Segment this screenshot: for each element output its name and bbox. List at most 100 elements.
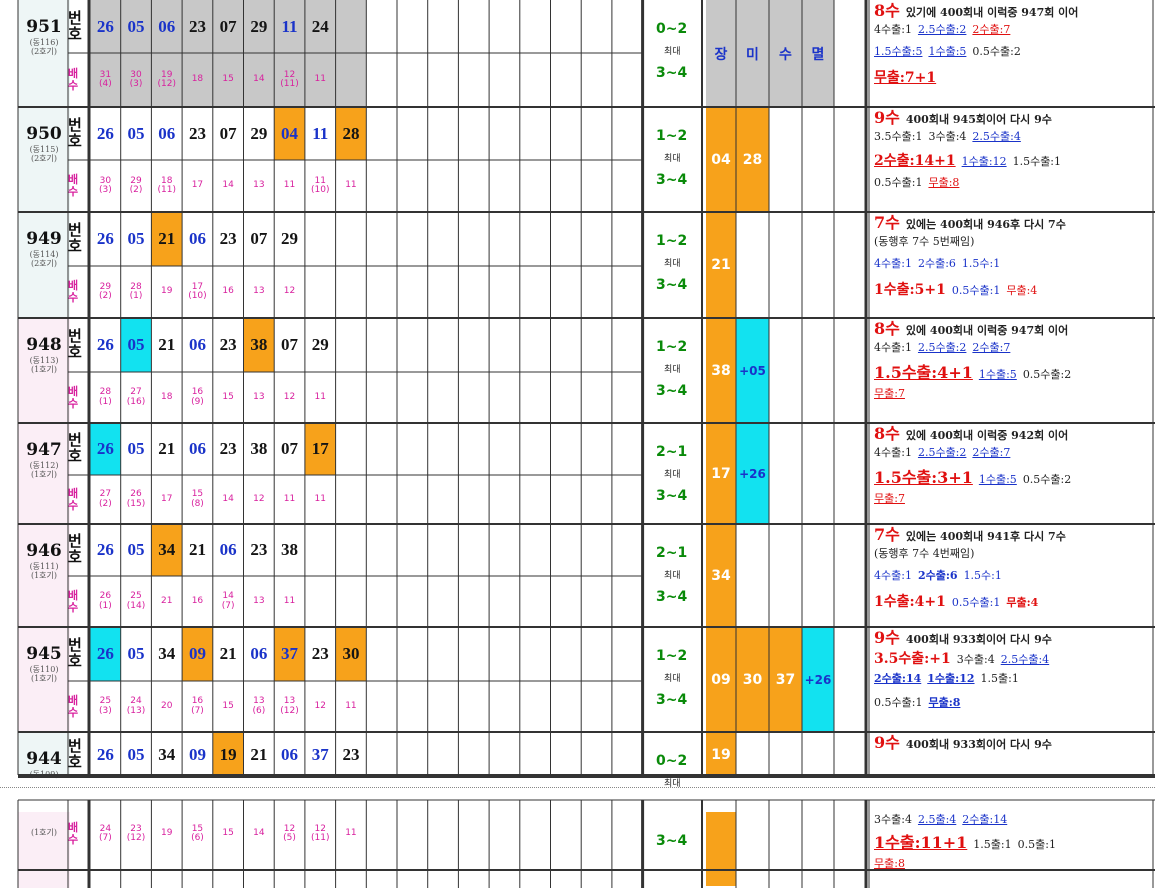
- multiplier-cell: 20: [161, 700, 173, 711]
- row-id-sub2: (2호기): [30, 46, 58, 56]
- note-line: 7수 있에는 400회내 941후 다시 7수: [874, 525, 1072, 544]
- note-segment: 무출:7: [874, 387, 905, 400]
- row-id-sub2: (2호기): [30, 258, 58, 268]
- note-line: 3수출:4 2.5출:4 2수출:14: [874, 813, 1013, 827]
- multiplier-cell: 25 (14): [126, 591, 146, 611]
- row-id: 951 (동116) (2호기): [18, 17, 70, 56]
- note-segment: (동행후 7수 4번째임): [874, 547, 975, 560]
- row-label-bottom: 배수: [68, 693, 79, 719]
- number-cell: 05: [120, 318, 152, 372]
- row-id-bg: [18, 212, 70, 318]
- note-segment: 1.5출:1: [973, 838, 1012, 851]
- multiplier-cell: 15: [222, 828, 234, 839]
- row-label-top: 번호: [68, 431, 82, 465]
- multiplier-cell: 17: [191, 180, 204, 191]
- multiplier-cell: 19: [161, 286, 173, 297]
- number-cell: 05: [127, 644, 145, 663]
- note-segment: 4수출:1: [874, 257, 912, 270]
- row-id: 947 (동112) (1호기): [18, 440, 70, 479]
- note-segment: 1.5출:1: [980, 672, 1019, 685]
- number-cell: 26: [96, 744, 114, 764]
- number-cell: 38: [250, 439, 268, 458]
- row-id-bg: [18, 732, 70, 777]
- note-segment: 1수출:5: [928, 45, 967, 58]
- hot-number-cell: 09: [706, 627, 736, 732]
- row-id-number: 951: [26, 17, 62, 37]
- note-segment: (동행후 7수 5번째임): [874, 235, 975, 248]
- number-cell: 19: [212, 732, 244, 777]
- multiplier-cell: 11: [283, 493, 296, 504]
- multiplier-cell: 16 (9): [191, 387, 204, 407]
- multiplier-cell: 31 (4): [98, 69, 112, 89]
- multiplier-cell: 16: [222, 286, 234, 297]
- note-line: 4수출:1 2수출:6 1.5수:1: [874, 257, 1006, 271]
- multiplier-cell: 15: [222, 700, 234, 711]
- max-label: 최대: [664, 47, 681, 57]
- multiplier-cell: 28 (1): [98, 387, 112, 407]
- row-label-top: 번호: [68, 8, 82, 43]
- number-cell: 23: [250, 540, 268, 559]
- multiplier-cell: 11: [283, 180, 296, 191]
- note-segment: 400회내 933회이어 다시 9수: [905, 738, 1052, 751]
- multiplier-cell: 19 (12): [157, 69, 176, 89]
- row-id: (1호기): [18, 828, 70, 837]
- hot-number-cell: 38: [706, 318, 736, 423]
- multiplier-cell: 11 (10): [310, 175, 330, 195]
- note-segment: 1.5수출:4+1: [874, 363, 973, 382]
- max-label: 최대: [664, 154, 681, 164]
- row-id: 949 (동114) (2호기): [18, 229, 70, 268]
- row-id-number: 944: [26, 749, 62, 769]
- note-segment: 2수출:7: [972, 446, 1011, 459]
- number-cell: 26: [90, 423, 121, 475]
- note-segment: 400회내 933회이어 다시 9수: [905, 633, 1052, 646]
- multiplier-cell: 12 (11): [310, 823, 330, 843]
- row-id: 944 (동109): [18, 749, 70, 779]
- hot-number-cell: +26: [736, 423, 769, 524]
- note-segment: 400회내 945회이어 다시 9수: [905, 113, 1052, 126]
- multiplier-cell: 14: [222, 493, 234, 504]
- number-cell: 05: [127, 439, 145, 458]
- row-id-sub2: (2호기): [30, 153, 58, 163]
- row-id-bg: [18, 524, 70, 627]
- multiplier-cell: 12: [314, 700, 326, 711]
- multiplier-cell: 29 (2): [98, 281, 112, 301]
- number-cell: 06: [188, 229, 206, 248]
- number-cell: 17: [304, 423, 336, 475]
- range-top: 0~2: [656, 753, 688, 769]
- row-id-sub1: (동114): [29, 249, 59, 259]
- row-id-number: 948: [26, 335, 62, 355]
- row-id: 950 (동115) (2호기): [18, 124, 70, 163]
- row-label-bottom: 배수: [68, 821, 79, 846]
- note-segment: 무출:8: [928, 696, 961, 709]
- multiplier-cell: 21: [161, 595, 173, 606]
- number-cell: 06: [158, 16, 176, 36]
- multiplier-cell: 11: [345, 700, 357, 711]
- note-line: 1.5수출:5 1수출:5 0.5수출:2: [874, 45, 1027, 59]
- note-line: 4수출:1 2.5수출:2 2수출:7: [874, 341, 1016, 355]
- multiplier-cell: 11: [283, 595, 296, 606]
- note-segment: 1.5수출:3+1: [874, 468, 973, 487]
- range-top: 0~2: [656, 21, 688, 37]
- multiplier-cell: 24 (13): [126, 696, 146, 716]
- number-cell: 05: [127, 123, 145, 143]
- header-cell: 미: [746, 46, 759, 63]
- hot-number-cell: +05: [736, 318, 769, 423]
- note-segment: 7수: [874, 525, 900, 544]
- note-segment: 9수: [874, 108, 900, 127]
- grey-strip: [335, 0, 367, 107]
- header-cell: 장: [714, 46, 728, 63]
- number-cell: 21: [188, 540, 206, 559]
- note-segment: 1수출:12: [927, 672, 975, 685]
- row-id-number: 950: [26, 124, 62, 144]
- note-line: 0.5수출:1 무출:8: [874, 176, 965, 190]
- multiplier-cell: 11: [314, 391, 326, 402]
- row-id-bg: [18, 318, 70, 423]
- note-segment: 4수출:1: [874, 341, 912, 354]
- number-cell: 05: [127, 229, 145, 248]
- note-line: 무출:7: [874, 492, 911, 506]
- number-cell: 09: [182, 627, 213, 681]
- row-id-sub1: (동109): [29, 769, 59, 779]
- note-segment: 1수출:12: [961, 155, 1007, 168]
- multiplier-cell: 29 (2): [129, 175, 143, 195]
- note-segment: 3수출:4: [874, 813, 912, 826]
